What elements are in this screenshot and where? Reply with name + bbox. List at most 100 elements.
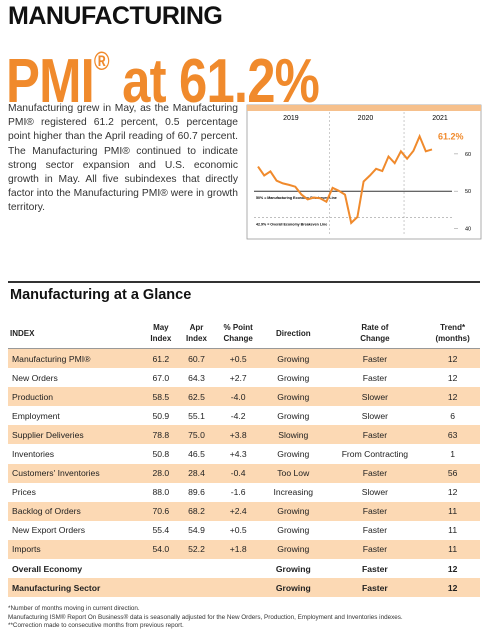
header-line: Index <box>186 334 207 343</box>
header-line: Rate of <box>361 323 389 332</box>
table-cell: 46.5 <box>188 449 205 460</box>
table-cell: Growing <box>262 501 325 521</box>
table-cell: Supplier Deliveries <box>8 425 144 445</box>
table-cell: 55.4 <box>152 525 170 536</box>
table-cell: Manufacturing PMI® <box>8 348 144 369</box>
table-cell <box>214 559 262 578</box>
table-cell: Growing <box>277 410 310 421</box>
table-cell: 12 <box>425 348 480 369</box>
table-cell: Backlog of Orders <box>8 501 144 521</box>
glance-table: INDEX May Index Apr Index % Point Change Direct… <box>8 318 480 598</box>
year-label: 2020 <box>358 115 374 122</box>
header-line: Change <box>223 334 253 343</box>
year-label: 2021 <box>432 115 448 122</box>
table-cell: 68.2 <box>178 501 215 521</box>
header-line: Change <box>360 334 390 343</box>
header-line: May <box>153 323 169 332</box>
table-cell: 50.9 <box>152 410 170 421</box>
table-cell: Production <box>8 387 144 407</box>
table-cell: 70.6 <box>143 501 179 521</box>
footnote: *Number of months moving in current dire… <box>8 605 140 612</box>
header-row: INDEX May Index Apr Index % Point Change Direct… <box>8 318 480 349</box>
table-cell: Faster <box>362 372 388 383</box>
table-row: Manufacturing Sector Growing Faster 12 <box>8 578 480 598</box>
registered-mark: ® <box>93 46 110 76</box>
table-cell: Overall Economy <box>12 563 83 574</box>
table-cell: 88.0 <box>152 487 170 498</box>
table-cell: Growing <box>277 449 310 460</box>
table-cell: -4.2 <box>230 410 246 421</box>
reference-label: 50% = Manufacturing Economy Breakeven Li… <box>256 196 337 200</box>
table-cell: +3.8 <box>214 425 263 445</box>
reference-label: 42.9% = Overall Economy Breakeven Line <box>256 223 327 227</box>
table-cell: Growing <box>262 387 325 407</box>
table-title: Manufacturing at a Glance <box>10 287 192 303</box>
table-cell: Growing <box>275 563 311 574</box>
table-cell: Growing <box>277 525 310 536</box>
table-row: New Orders 67.0 64.3 +2.7 Growing Faster 12 <box>8 368 480 387</box>
table-cell: Prices <box>12 487 36 498</box>
table-cell: Slower <box>324 387 426 407</box>
table-cell: 52.2 <box>178 539 215 560</box>
header-line: % Point <box>223 323 253 332</box>
table-cell: Faster <box>324 539 426 560</box>
table-cell: 61.2 <box>143 348 179 369</box>
table-cell: +2.7 <box>229 372 247 383</box>
table-row: Manufacturing PMI® 61.2 60.7 +0.5 Growing Fas… <box>8 348 480 369</box>
table-row: Inventories 50.8 46.5 +4.3 Growing From Contr… <box>8 444 480 463</box>
table-cell: +1.8 <box>214 539 263 560</box>
table-cell: 12 <box>447 563 458 574</box>
value-label: 61.2% <box>438 131 464 141</box>
header-line: Trend* <box>440 323 466 332</box>
table-cell: Increasing <box>273 487 314 498</box>
table-cell: From Contracting <box>341 449 409 460</box>
table-cell: Manufacturing Sector <box>8 578 144 598</box>
footnote: Manufacturing ISM® Report On Business® d… <box>8 613 403 621</box>
footnotes: *Number of months moving in current dire… <box>8 605 403 631</box>
chart-frame <box>246 104 482 240</box>
column-header: Trend* (months) <box>425 318 480 349</box>
table-row: New Export Orders 55.4 54.9 +0.5 Growing Fast… <box>8 521 480 540</box>
table-cell: +0.5 <box>229 525 247 536</box>
table-cell <box>143 578 179 598</box>
pmi-chart: 2019 2020 2021 40 50 60 50% = Manufacturing Ec… <box>246 104 482 240</box>
y-tick-label: 50 <box>465 189 471 195</box>
table-cell: 12 <box>425 387 480 407</box>
y-tick-label: 60 <box>465 152 471 158</box>
table-cell: Slower <box>361 410 389 421</box>
table-cell: 62.5 <box>178 387 215 407</box>
header-line: Direction <box>275 328 311 338</box>
table-cell: 12 <box>447 487 458 498</box>
table-cell: Faster <box>324 463 426 483</box>
table-row: Backlog of Orders 70.6 68.2 +2.4 Growing Fast… <box>8 501 480 521</box>
table-row: Employment 50.9 55.1 -4.2 Growing Slower 6 <box>8 406 480 425</box>
table-cell: 58.5 <box>143 387 179 407</box>
table-cell: 89.6 <box>188 487 205 498</box>
table-cell: 1 <box>450 449 456 460</box>
table-cell: 6 <box>450 410 456 421</box>
divider <box>8 281 480 283</box>
table-row: Prices 88.0 89.6 -1.6 Increasing Slower 12 <box>8 483 480 502</box>
table-cell <box>143 559 179 578</box>
table-cell: -4.0 <box>214 387 263 407</box>
table-cell <box>214 578 263 598</box>
table-cell: +0.5 <box>214 348 263 369</box>
table-cell: 60.7 <box>178 348 215 369</box>
headline-rest: at 61.2% <box>122 47 320 116</box>
table-cell: Faster <box>361 563 388 574</box>
table-row: Imports 54.0 52.2 +1.8 Growing Faster 11 <box>8 539 480 560</box>
headline: PMI® at 61.2% <box>6 24 320 119</box>
footnote: **Correction made to consecutive months … <box>8 622 184 630</box>
table-cell: New Export Orders <box>12 525 86 536</box>
table-cell: Customers' Inventories <box>8 463 144 483</box>
table-row: Supplier Deliveries 78.8 75.0 +3.8 Slowing Fa… <box>8 425 480 445</box>
table-cell <box>179 559 215 578</box>
table-cell: 63 <box>425 425 480 445</box>
table-cell: +2.4 <box>214 501 263 521</box>
table-cell: Growing <box>262 348 325 369</box>
table-cell: Too Low <box>262 463 325 483</box>
header-line: INDEX <box>10 328 35 338</box>
table-cell <box>178 578 215 598</box>
table-cell: Faster <box>362 525 388 536</box>
table-cell: 11 <box>425 539 480 560</box>
